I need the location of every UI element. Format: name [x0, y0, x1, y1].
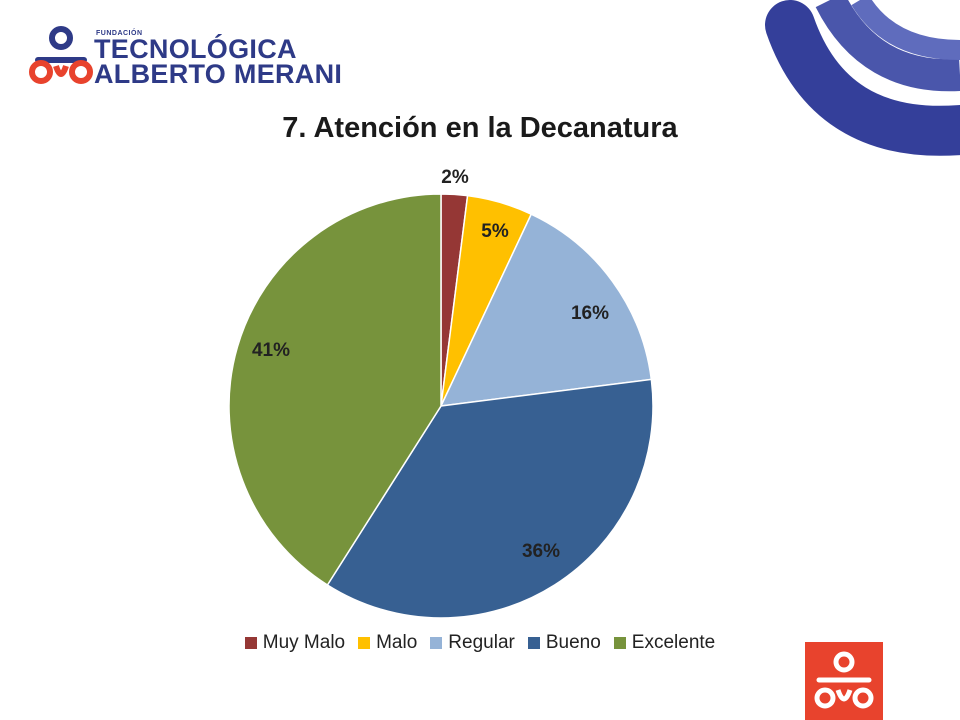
chart-legend: Muy Malo Malo Regular Bueno Excelente: [0, 632, 960, 654]
slice-label-regular: 16%: [571, 303, 609, 324]
legend-item-excelente: Excelente: [613, 632, 716, 654]
brand-name-line1: TECNOLÓGICA: [94, 34, 297, 64]
legend-item-regular: Regular: [430, 632, 515, 654]
pie-slice-bueno: [326, 378, 654, 619]
legend-swatch-malo: [358, 637, 371, 649]
slice-label-excelente: 41%: [252, 340, 290, 361]
corner-logo: [805, 642, 883, 720]
legend-swatch-muy-malo: [244, 637, 257, 649]
legend-label-muy-malo: Muy Malo: [262, 632, 346, 653]
slice-label-muy-malo: 2%: [441, 167, 469, 188]
legend-item-muy-malo: Muy Malo: [244, 632, 346, 654]
legend-label-regular: Regular: [448, 632, 515, 653]
legend-swatch-excelente: [613, 637, 626, 649]
pie-slices: [228, 193, 654, 619]
chart-title: 7. Atención en la Decanatura: [282, 112, 678, 144]
brand-logo-mark-icon: [29, 26, 93, 84]
brand-name-line2: ALBERTO MERANI: [94, 59, 343, 89]
legend-swatch-bueno: [527, 637, 540, 649]
pie-slice-excelente: [228, 193, 442, 587]
brand-logo: [28, 26, 358, 88]
pie-slice-regular: [439, 213, 653, 407]
legend-label-excelente: Excelente: [631, 632, 716, 653]
brand-logo-mark-icon: [814, 651, 874, 709]
decorative-arcs: [765, 0, 960, 156]
legend-label-bueno: Bueno: [545, 632, 601, 653]
legend-item-malo: Malo: [358, 632, 417, 654]
legend-swatch-regular: [430, 637, 443, 649]
legend-item-bueno: Bueno: [527, 632, 601, 654]
slice-label-bueno: 36%: [522, 541, 560, 562]
legend-label-malo: Malo: [376, 632, 418, 653]
brand-small-text: FUNDACIÓN: [96, 30, 143, 37]
slice-label-malo: 5%: [481, 221, 509, 242]
